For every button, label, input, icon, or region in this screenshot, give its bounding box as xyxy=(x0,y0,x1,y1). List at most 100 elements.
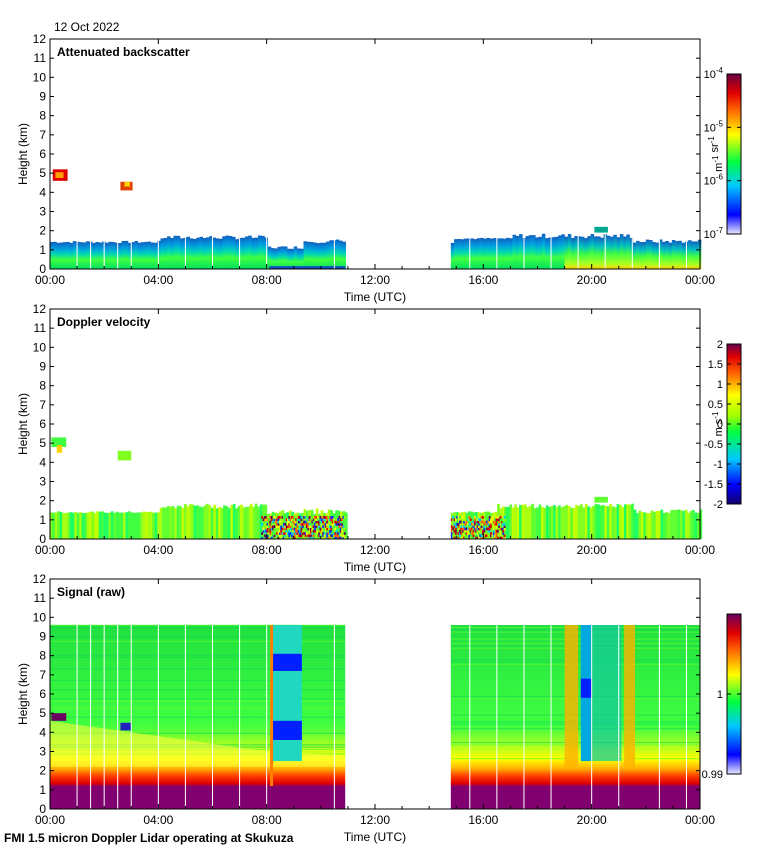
velocity-column xyxy=(697,512,700,539)
velocity-cell xyxy=(452,518,455,522)
velocity-cell xyxy=(319,518,322,522)
velocity-column xyxy=(186,506,190,539)
velocity-cell xyxy=(326,534,329,538)
velocity-column xyxy=(174,508,178,539)
velocity-cell xyxy=(272,527,274,531)
velocity-cell xyxy=(324,522,327,526)
x-tick-label: 08:00 xyxy=(252,273,282,287)
velocity-cell xyxy=(472,527,475,531)
velocity-cell xyxy=(300,527,303,531)
velocity-cell xyxy=(291,516,293,519)
velocity-cell xyxy=(270,516,273,519)
velocity-cell xyxy=(496,520,499,524)
velocity-column xyxy=(587,506,591,539)
velocity-cell xyxy=(262,529,265,533)
velocity-cell xyxy=(450,529,453,533)
velocity-cell xyxy=(266,522,269,526)
velocity-column xyxy=(342,511,346,539)
velocity-column xyxy=(320,510,324,539)
x-tick-label: 16:00 xyxy=(468,543,498,557)
velocity-cell xyxy=(314,529,316,533)
velocity-cell xyxy=(312,534,315,538)
backscatter-column xyxy=(506,237,510,269)
colorbar-tick-label: -1.5 xyxy=(704,479,723,491)
y-tick-label: 2 xyxy=(39,224,46,238)
backscatter-column xyxy=(450,242,455,269)
velocity-cell xyxy=(282,525,285,528)
velocity-cell xyxy=(499,536,502,540)
velocity-cell xyxy=(273,518,276,522)
velocity-cell xyxy=(296,520,299,524)
velocity-cell xyxy=(326,532,329,535)
y-tick-label: 5 xyxy=(39,706,46,720)
velocity-cell xyxy=(477,536,480,540)
velocity-column xyxy=(643,512,647,539)
velocity-cell xyxy=(273,525,276,528)
velocity-cell xyxy=(490,534,492,538)
backscatter-column xyxy=(483,238,487,269)
y-tick-label: 11 xyxy=(34,51,47,65)
velocity-cell xyxy=(341,522,343,526)
velocity-cell xyxy=(335,534,338,538)
velocity-cell xyxy=(460,522,463,526)
velocity-column xyxy=(184,503,187,539)
velocity-cell xyxy=(280,529,283,533)
x-tick-label: 00:00 xyxy=(685,273,715,287)
velocity-cell xyxy=(286,536,289,540)
backscatter-column xyxy=(629,237,634,269)
signal-streak xyxy=(50,732,346,734)
signal-field xyxy=(50,624,700,809)
velocity-cell xyxy=(289,518,292,522)
y-tick-label: 10 xyxy=(33,340,47,354)
velocity-column xyxy=(179,506,182,539)
backscatter-column xyxy=(642,241,647,269)
velocity-cell xyxy=(295,527,297,531)
velocity-column xyxy=(567,506,571,539)
backscatter-column xyxy=(202,238,207,269)
velocity-cell xyxy=(331,529,334,533)
velocity-cell xyxy=(326,516,329,519)
velocity-column xyxy=(132,512,136,539)
velocity-cell xyxy=(324,525,327,528)
velocity-cell xyxy=(456,516,459,519)
backscatter-column xyxy=(632,242,637,269)
velocity-cell xyxy=(469,525,472,528)
velocity-cell xyxy=(460,536,463,540)
velocity-cell xyxy=(330,536,333,540)
velocity-cell xyxy=(335,522,338,526)
velocity-cell xyxy=(464,522,467,526)
velocity-cell xyxy=(343,534,346,538)
velocity-cell xyxy=(284,525,287,528)
velocity-cell xyxy=(467,536,469,540)
velocity-cell xyxy=(503,525,506,528)
backscatter-column xyxy=(571,237,575,269)
velocity-column xyxy=(110,511,114,539)
backscatter-column xyxy=(261,235,265,269)
velocity-cell xyxy=(495,518,498,522)
velocity-column xyxy=(492,512,495,539)
y-tick-label: 6 xyxy=(39,417,46,431)
x-tick-label: 12:00 xyxy=(360,273,390,287)
velocity-cell xyxy=(277,522,280,526)
velocity-cell xyxy=(324,534,327,538)
velocity-column xyxy=(682,510,686,539)
velocity-cell xyxy=(491,522,494,526)
velocity-cell xyxy=(487,536,490,540)
velocity-cell xyxy=(314,516,316,519)
velocity-cell xyxy=(262,527,265,531)
velocity-column xyxy=(667,513,671,539)
velocity-column xyxy=(96,511,100,539)
velocity-cell xyxy=(293,532,296,535)
velocity-cell xyxy=(452,527,455,531)
y-tick-label: 3 xyxy=(39,205,46,219)
velocity-column xyxy=(210,507,214,539)
velocity-cell xyxy=(285,527,288,531)
velocity-cell xyxy=(261,516,264,519)
velocity-cell xyxy=(286,534,289,538)
velocity-cell xyxy=(496,536,499,540)
velocity-cell xyxy=(300,522,303,526)
velocity-column xyxy=(560,507,564,539)
velocity-column xyxy=(689,510,693,539)
velocity-cell xyxy=(311,527,314,531)
velocity-cell xyxy=(487,522,490,526)
